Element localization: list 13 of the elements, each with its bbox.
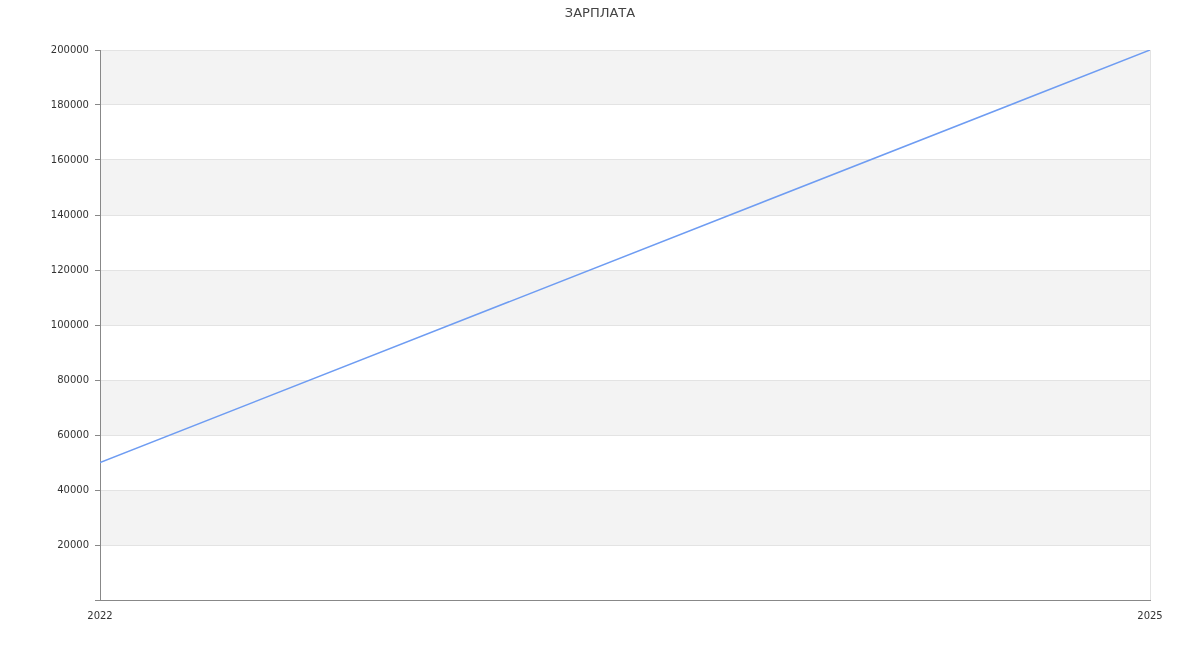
y-tick-label: 20000: [57, 538, 89, 550]
x-tick-label: 2022: [87, 609, 113, 621]
y-tick-label: 140000: [50, 208, 89, 220]
y-tick-label: 120000: [50, 263, 89, 275]
chart-title: ЗАРПЛАТА: [564, 5, 636, 21]
y-tick-label: 200000: [50, 43, 89, 55]
y-tick-label: 60000: [57, 428, 89, 440]
y-tick-label: 100000: [50, 318, 89, 330]
y-tick-label: 160000: [50, 153, 89, 165]
y-tick-label: 180000: [50, 98, 89, 110]
x-tick-label: 2025: [1137, 609, 1163, 621]
y-tick-label: 40000: [57, 483, 89, 495]
y-tick-label: 80000: [57, 373, 89, 385]
